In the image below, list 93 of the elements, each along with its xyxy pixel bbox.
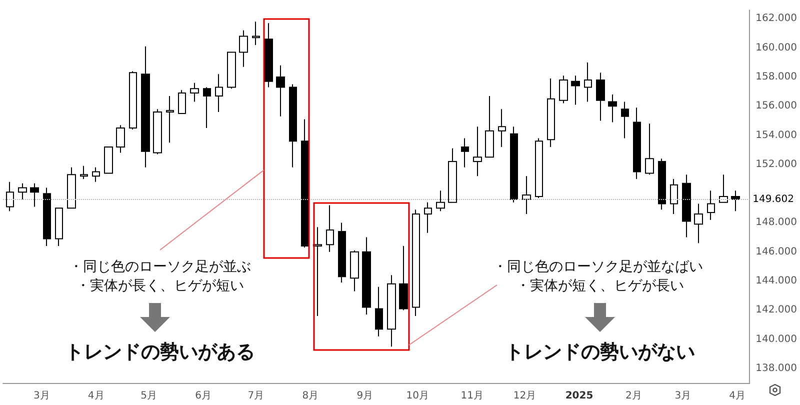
candlestick (473, 126, 482, 177)
candlestick (682, 174, 691, 238)
candlestick (92, 166, 100, 182)
candlestick (178, 90, 186, 114)
x-tick-label: 2月 (626, 390, 642, 402)
candlestick (18, 182, 27, 200)
candlestick (510, 126, 518, 203)
candlestick (645, 123, 654, 176)
candlestick (203, 86, 211, 129)
candlestick (326, 204, 334, 252)
x-tick-label: 9月 (356, 390, 374, 402)
y-tick-label: 160.000 (756, 42, 798, 54)
candlestick (227, 52, 236, 90)
y-tick-label: 158.000 (756, 72, 798, 83)
candlestick (461, 138, 469, 168)
candlestick (67, 166, 76, 209)
candlestick (55, 208, 63, 247)
y-tick-label: 142.000 (756, 304, 798, 316)
candlestick (166, 95, 174, 144)
candlestick (498, 108, 506, 148)
y-tick-label: 146.000 (756, 246, 798, 258)
annotation: トレンドの勢いがない (505, 340, 695, 365)
candlestick (719, 174, 728, 203)
candlestick (424, 202, 432, 234)
candlestick (116, 124, 125, 154)
candlestick (6, 181, 14, 212)
y-tick-label: 152.000 (756, 158, 798, 170)
x-tick-label: 3月 (33, 390, 50, 402)
y-tick-label: 148.000 (756, 217, 798, 228)
annotation: ・同じ色のローソク足が並なばい (493, 258, 703, 276)
candlestick (670, 178, 678, 214)
x-tick-label: 5月 (140, 390, 158, 402)
candlestick (301, 118, 309, 248)
candlestick (596, 72, 605, 122)
candlestick (239, 30, 248, 68)
y-tick-label: 154.000 (756, 130, 798, 141)
candlestick (694, 203, 703, 244)
candlestick (43, 187, 51, 247)
annotation: ・実体が長く、ヒゲが短い (76, 277, 244, 295)
candlestick (448, 148, 457, 203)
candlestick (276, 64, 285, 117)
candlestick (399, 246, 408, 311)
candlestick (362, 236, 371, 316)
candlestick (338, 222, 346, 283)
candlestick (264, 22, 273, 88)
candlestick (535, 138, 543, 198)
candlestick (375, 286, 383, 337)
candlestick (313, 226, 322, 316)
candlestick (129, 70, 137, 130)
annotation: ・同じ色のローソク足が並ぶ (69, 258, 251, 276)
candlestick (658, 158, 666, 210)
annotation: ・実体が短く、ヒゲが長い (516, 277, 684, 295)
candlestick (559, 75, 568, 104)
candlestick (141, 46, 150, 168)
x-tick-label: 6月 (195, 390, 212, 402)
candlestick (633, 107, 641, 180)
x-tick-label: 12月 (513, 390, 536, 402)
x-tick-label: 7月 (248, 390, 264, 402)
candlestick (731, 190, 740, 212)
x-tick-label: 3月 (674, 390, 692, 402)
annotation: トレンドの勢いがある (65, 340, 255, 365)
candlestick (412, 209, 420, 316)
y-tick-label: 144.000 (756, 276, 798, 287)
candlestick (190, 82, 199, 102)
candlestick (387, 274, 396, 348)
ref-line-label: 149.602 (752, 194, 794, 205)
candlestick (707, 190, 715, 220)
candlestick (522, 176, 531, 214)
candlestick (289, 84, 297, 168)
candlestick (485, 95, 494, 158)
y-tick-label: 156.000 (756, 100, 798, 112)
candlestick (584, 62, 592, 102)
x-tick-label: 2025 (565, 390, 594, 402)
x-tick-label: 4月 (88, 390, 104, 402)
y-tick-label: 140.000 (756, 334, 798, 345)
candlestick (252, 21, 260, 46)
x-tick-label: 4月 (729, 390, 746, 402)
y-tick-label: 138.000 (756, 362, 798, 374)
x-tick-label: 11月 (460, 390, 484, 402)
y-tick-label: 162.000 (756, 13, 798, 24)
x-tick-label: 10月 (406, 390, 429, 402)
x-tick-label: 8月 (302, 390, 319, 402)
candlestick (350, 250, 359, 292)
candlestick (621, 101, 629, 139)
candlestick (104, 146, 113, 174)
candlestick (571, 75, 580, 106)
candlestick (547, 78, 555, 148)
candlestick (153, 108, 162, 155)
candlestick (80, 165, 88, 180)
candlestick (436, 190, 445, 212)
candlestick (608, 94, 617, 123)
candlestick (30, 182, 39, 208)
candlestick (215, 74, 223, 112)
